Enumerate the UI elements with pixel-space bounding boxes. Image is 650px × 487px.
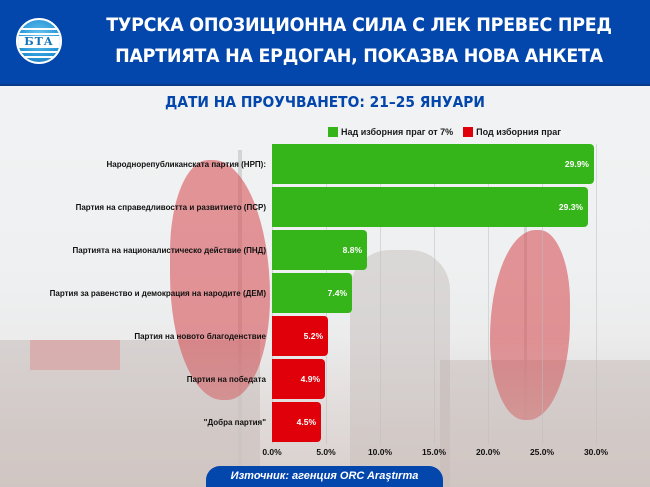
x-tick-label: 5.0% [316,447,336,457]
header-banner: БТА ТУРСКА ОПОЗИЦИОННА СИЛА С ЛЕК ПРЕВЕС… [0,0,650,86]
bar-category-label: Партия на новото благоденствие [134,331,266,341]
bar-value-label: 4.5% [296,417,316,427]
bar-category-label: "Добра партия" [203,417,266,427]
bar-row: Партия на справедливостта и развитието (… [0,187,600,227]
title-line-2: ПАРТИЯТА НА ЕРДОГАН, ПОКАЗВА НОВА АНКЕТА [115,45,603,67]
gridline [488,144,489,444]
bar-row: Народнорепубликанската партия (НРП): 29.… [0,144,600,184]
x-tick-label: 30.0% [583,447,609,457]
bar-value-label: 4.9% [300,374,320,384]
legend-label: Над изборния праг от 7% [341,127,454,137]
bar-category-label: Партията на националистическо действие (… [72,245,266,255]
title-line-1: ТУРСКА ОПОЗИЦИОННА СИЛА С ЛЕК ПРЕВЕС ПРЕ… [106,14,612,36]
bar-value-label: 5.2% [303,331,323,341]
bar-row: Партия на победата 4.9% [0,359,600,399]
bar-category-label: Партия на справедливостта и развитието (… [75,202,266,212]
gridline [596,144,597,444]
page-title: ТУРСКА ОПОЗИЦИОННА СИЛА С ЛЕК ПРЕВЕС ПРЕ… [106,10,612,72]
bar: 29.3% [272,187,588,227]
gridline [434,144,435,444]
x-tick-label: 15.0% [421,447,447,457]
gridline [542,144,543,444]
chart-legend: Над изборния праг от 7% Под изборния пра… [328,127,565,137]
bar-value-label: 8.8% [342,245,362,255]
bta-logo-icon: БТА [16,18,62,64]
x-tick-label: 25.0% [529,447,555,457]
x-tick-label: 10.0% [367,447,393,457]
gridline [380,144,381,444]
bar: 29.9% [272,144,594,184]
legend-item-below-threshold: Под изборния праг [463,127,561,137]
bar: 7.4% [272,273,352,313]
bar-row: "Добра партия" 4.5% [0,402,600,442]
bar-value-label: 29.9% [564,159,589,169]
bar-category-label: Партия на победата [186,374,266,384]
bar: 4.5% [272,402,321,442]
chart-subtitle: ДАТИ НА ПРОУЧВАНЕТО: 21–25 ЯНУАРИ [165,93,485,111]
x-tick-label: 20.0% [475,447,501,457]
x-axis: 0.0% 5.0% 10.0% 15.0% 20.0% 25.0% 30.0% [0,447,650,459]
logo-text: БТА [18,36,60,48]
bar-value-label: 7.4% [327,288,347,298]
bar-value-label: 29.3% [558,202,583,212]
bar: 8.8% [272,230,367,270]
x-tick-label: 0.0% [262,447,282,457]
legend-swatch-red [463,127,474,137]
chart-plot-area: Народнорепубликанската партия (НРП): 29.… [50,144,602,444]
bar-row: Партия на новото благоденствие 5.2% [0,316,600,356]
bar-row: Партията на националистическо действие (… [0,230,600,270]
bar-category-label: Народнорепубликанската партия (НРП): [106,159,266,169]
legend-swatch-green [328,127,338,137]
legend-item-above-threshold: Над изборния праг от 7% [328,127,453,137]
bar: 4.9% [272,359,325,399]
bar-row: Партия за равенство и демокрация на наро… [0,273,600,313]
bar-category-label: Партия за равенство и демокрация на наро… [49,288,266,298]
bar: 5.2% [272,316,328,356]
source-badge: Източник: агенция ORC Araştırma [206,466,443,487]
legend-label: Под изборния праг [476,127,561,137]
